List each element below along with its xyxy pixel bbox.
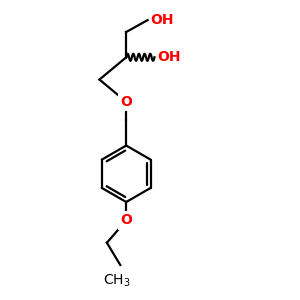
Text: OH: OH — [150, 13, 173, 27]
Text: OH: OH — [157, 50, 180, 64]
Text: O: O — [120, 213, 132, 227]
Text: O: O — [120, 95, 132, 109]
Text: CH$_3$: CH$_3$ — [103, 272, 131, 289]
